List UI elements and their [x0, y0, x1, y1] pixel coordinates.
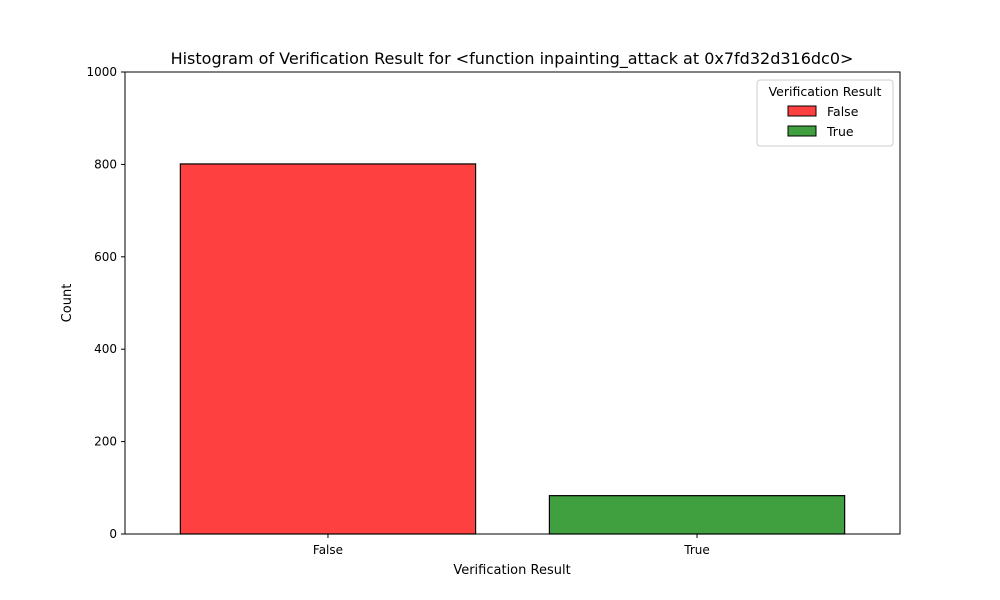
y-tick-label-800: 800: [94, 157, 117, 171]
legend-swatch-false: [787, 105, 817, 117]
legend: Verification Result False True: [756, 79, 894, 147]
y-tick-label-400: 400: [94, 342, 117, 356]
bars-group: [179, 163, 846, 535]
bar-true: [548, 495, 846, 535]
legend-label-false: False: [827, 104, 859, 119]
x-axis-label: Verification Result: [453, 563, 570, 578]
legend-title: Verification Result: [769, 84, 882, 99]
y-axis-label: Count: [60, 284, 75, 323]
legend-label-true: True: [826, 124, 854, 139]
x-tick-label-true: True: [683, 543, 710, 557]
y-tick-label-1000: 1000: [86, 65, 117, 79]
y-axis: 0 200 400 600 800 1000: [86, 65, 125, 541]
chart-title: Histogram of Verification Result for <fu…: [171, 49, 854, 69]
x-axis: False True: [313, 534, 710, 557]
bar-false: [179, 163, 477, 535]
y-tick-label-600: 600: [94, 250, 117, 264]
y-tick-label-200: 200: [94, 435, 117, 449]
legend-entries: False True: [787, 104, 859, 139]
y-tick-label-0: 0: [109, 527, 117, 541]
x-tick-label-false: False: [313, 543, 343, 557]
plot-frame: [124, 71, 901, 535]
legend-swatch-true: [787, 125, 817, 137]
